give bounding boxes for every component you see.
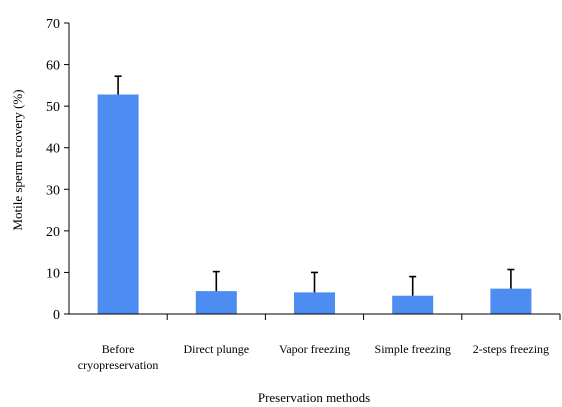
x-axis-title: Preservation methods <box>258 390 370 405</box>
y-tick-label: 20 <box>46 225 60 240</box>
x-category-label: Direct plunge <box>183 342 249 356</box>
y-tick-label: 60 <box>46 59 60 74</box>
bar <box>97 94 139 314</box>
y-tick-label: 10 <box>46 266 60 281</box>
bar <box>392 295 434 314</box>
x-category-label: Vapor freezing <box>279 342 350 356</box>
x-category-label: 2-steps freezing <box>473 342 549 356</box>
y-tick-label: 50 <box>46 100 60 115</box>
plot-area: 0 10 20 30 40 50 60 70 Before cryopreservation Dir… <box>46 17 561 372</box>
bar <box>195 291 237 314</box>
x-category-label: cryopreservation <box>78 358 159 372</box>
bar <box>490 288 532 314</box>
y-tick-label: 70 <box>46 17 60 32</box>
y-tick-label: 30 <box>46 183 60 198</box>
y-tick-label: 40 <box>46 142 60 157</box>
y-tick-label: 0 <box>53 308 60 323</box>
bar <box>294 292 335 314</box>
y-axis-title: Motile sperm recovery (%) <box>10 89 25 230</box>
x-category-label: Simple freezing <box>375 342 451 356</box>
x-category-label: Before <box>102 342 135 356</box>
